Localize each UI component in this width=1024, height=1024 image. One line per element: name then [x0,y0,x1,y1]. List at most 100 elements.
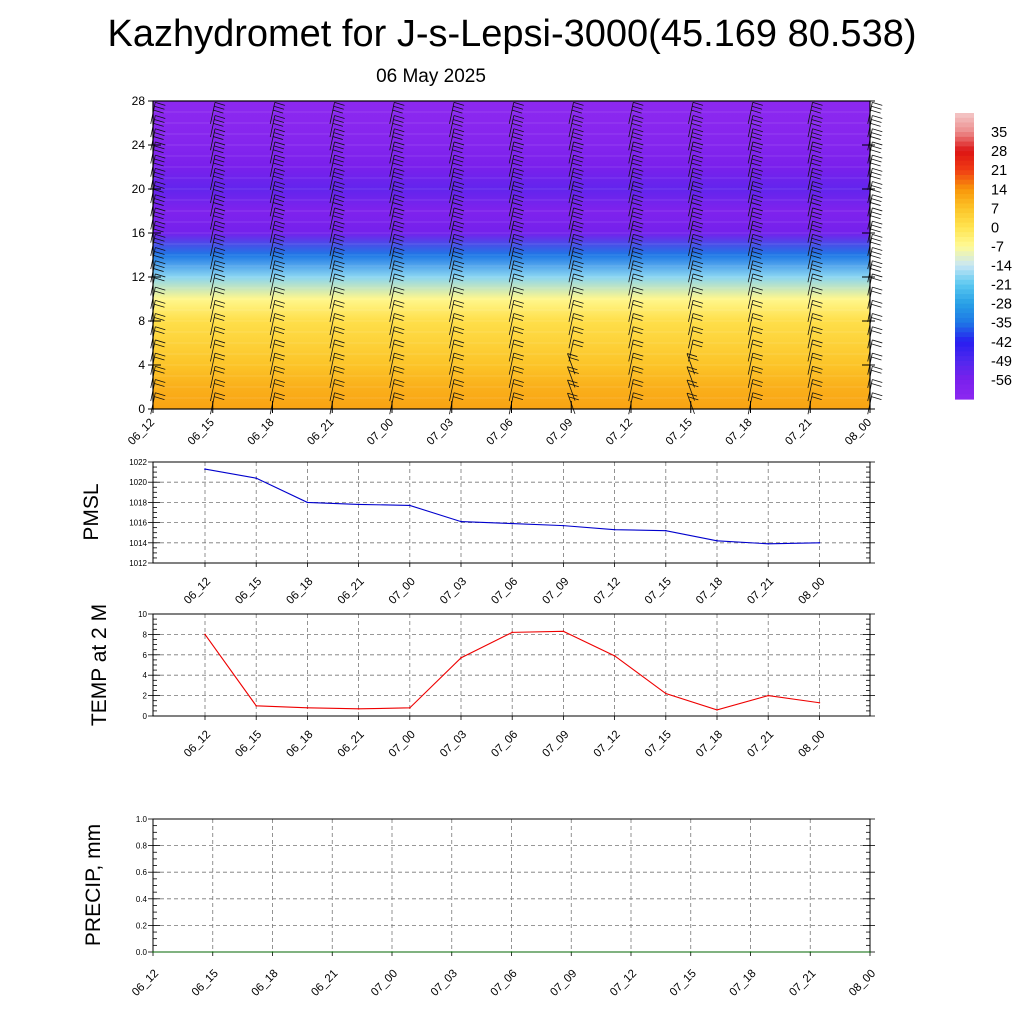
wind-barb [568,181,584,204]
wind-barb [688,220,704,243]
wind-barb [329,299,345,322]
colorbar-band [955,389,974,395]
data-point [767,543,769,545]
wind-barb [269,220,285,243]
colorbar-band [955,289,974,295]
wind-barb [329,273,345,296]
wind-barb [807,273,823,296]
wind-barb [747,352,763,375]
wind-barb [269,167,285,190]
wind-barb [807,339,823,362]
colorbar-label: -56 [991,373,1012,389]
wind-barb [210,181,226,204]
wind-barb [807,313,823,336]
wind-barb [449,154,465,177]
wind-barb [568,128,584,151]
colorbar-band [955,146,974,152]
wind-barb [568,154,584,177]
x-tick-label: 06_18 [284,576,315,607]
wind-barb [210,154,226,177]
colorbar-band [955,279,974,286]
colorbar-label: -28 [991,297,1012,313]
wind-barb [449,379,465,402]
wind-barb [688,299,704,322]
wind-barb [389,260,405,283]
wind-barb [688,273,704,296]
wind-barb [568,220,584,243]
colorbar-band [955,308,974,314]
data-point [255,477,257,479]
wind-barb [508,260,524,283]
wind-barb [389,220,405,243]
wind-barb [747,115,763,138]
wind-barb [688,247,704,270]
wind-barb [269,181,285,204]
colorbar-band [955,241,974,248]
y-tick-label: 0 [143,712,148,721]
wind-barb [329,233,345,256]
wind-barb [688,101,704,124]
wind-barb [269,101,285,124]
wind-barb [747,101,763,124]
x-tick-label: 07_03 [438,729,469,760]
wind-barb [807,326,823,349]
wind-barb [449,339,465,362]
x-tick-label: 07_09 [540,576,571,607]
colorbar-band [955,284,974,290]
colorbar-label: -35 [991,316,1012,332]
colorbar-band [955,384,974,391]
x-tick-label: 06_18 [246,417,277,448]
wind-barb [508,299,524,322]
wind-barb [747,313,763,336]
colorbar-band [955,141,974,147]
wind-barb [210,167,226,190]
wind-barb [449,313,465,336]
wind-barb [269,313,285,336]
colorbar-band [955,213,974,219]
colorbar-band [955,232,974,238]
wind-barb [688,154,704,177]
y-axis-label: PMSL [80,483,103,540]
wind-barb [747,207,763,230]
wind-barb [449,352,465,375]
wind-barb [807,286,823,309]
y-tick-label: 1014 [129,539,147,548]
wind-barb [329,247,345,270]
wind-barb [568,313,584,336]
data-point [511,631,513,634]
wind-barb [807,181,823,204]
x-tick-label: 07_03 [438,576,469,607]
colorbar-label: -7 [991,239,1004,255]
wind-barb [329,286,345,309]
x-tick-label: 06_21 [336,729,367,760]
wind-barb [747,260,763,283]
colorbar-band [955,265,974,271]
data-point [460,520,462,523]
y-tick-label: 28 [132,94,146,108]
colorbar-label: 7 [991,201,999,217]
x-tick-label: 06_15 [233,729,264,760]
data-point [562,630,565,633]
wind-barb [210,128,226,151]
y-tick-label: 0.6 [136,868,148,877]
colorbar-band [955,322,974,329]
y-axis-label: TEMP at 2 M [88,604,111,726]
plot-frame [152,461,871,564]
colorbar-band [955,370,974,376]
data-point [511,522,513,525]
wind-barb [628,181,644,204]
data-point [306,707,309,709]
x-tick-label: 07_15 [668,968,699,999]
wind-barb [688,260,704,283]
x-tick-label: 07_15 [643,729,674,760]
y-tick-label: 1018 [129,498,147,507]
wind-barb [686,353,699,375]
y-axis-label: PRECIP, mm [82,824,105,946]
wind-barb [389,233,405,256]
x-tick-label: 07_15 [664,417,695,448]
data-point [613,655,616,657]
wind-barb [568,299,584,322]
data-point [630,951,632,953]
colorbar-band [955,217,974,224]
wind-barb [628,273,644,296]
